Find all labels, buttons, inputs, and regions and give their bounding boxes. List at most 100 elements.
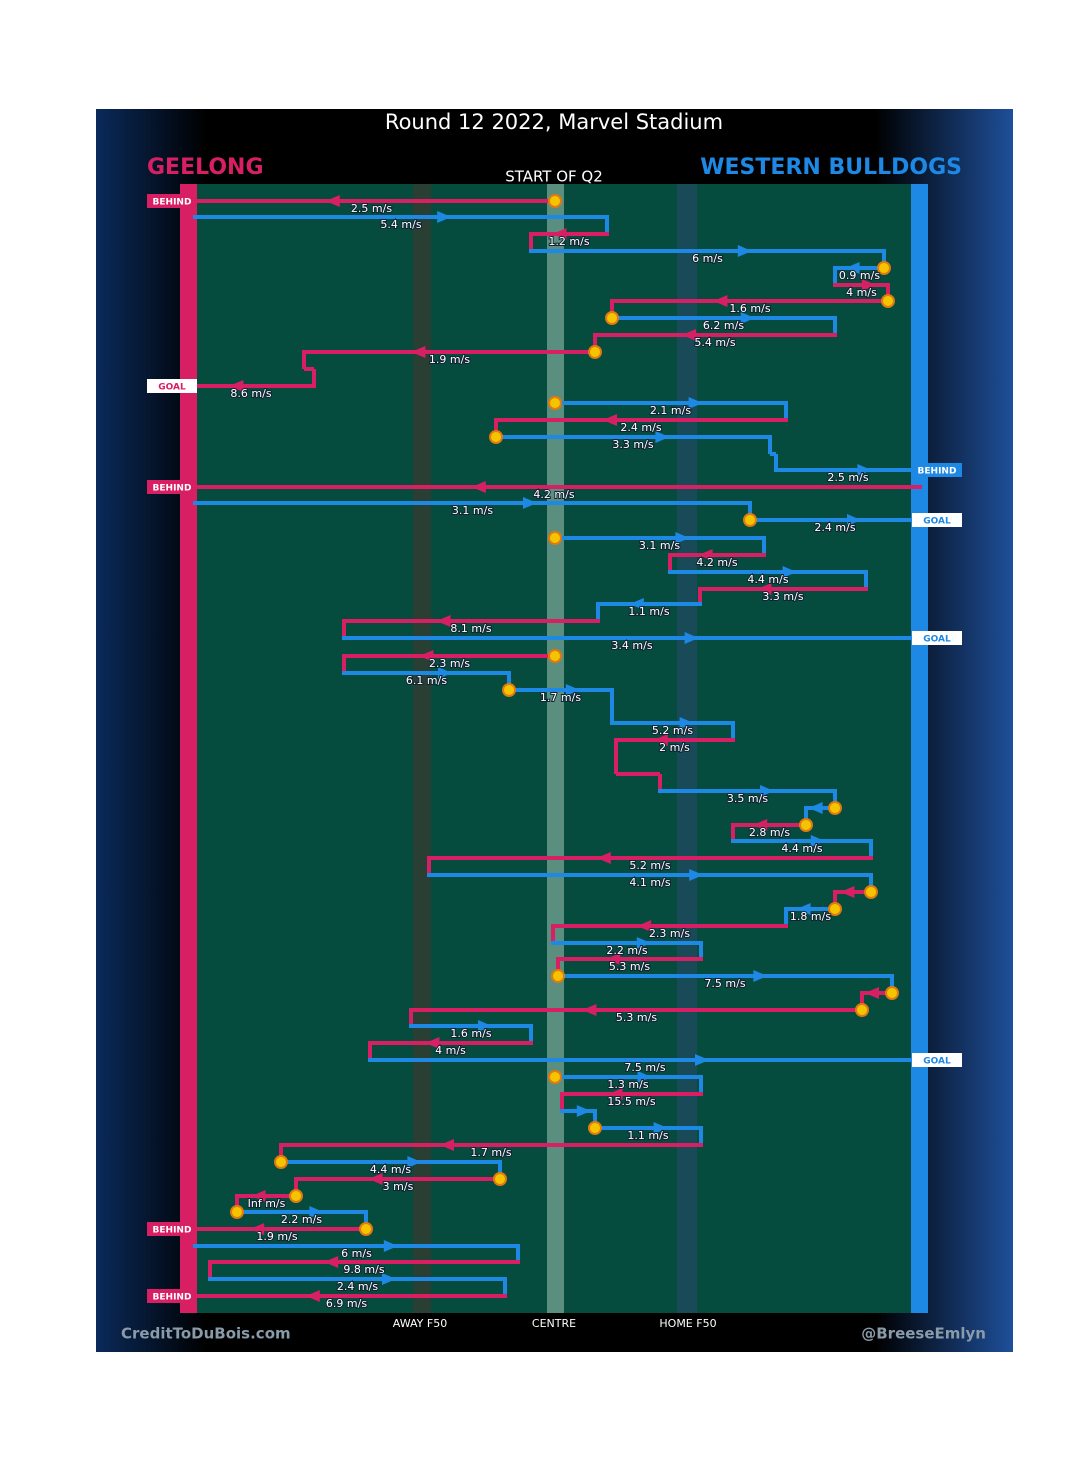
speed-label: 2.2 m/s: [606, 944, 647, 957]
speed-label: 6.2 m/s: [703, 319, 744, 332]
speed-label: 4.4 m/s: [370, 1163, 411, 1176]
speed-label: 9.8 m/s: [343, 1263, 384, 1276]
away-f50-stripe: [413, 184, 431, 1313]
speed-label: 5.2 m/s: [652, 724, 693, 737]
arrow: [382, 1273, 396, 1285]
arrow: [565, 684, 580, 696]
stoppage: [588, 345, 602, 359]
home-f50-stripe: [677, 184, 697, 1313]
speed-label: 1.8 m/s: [790, 910, 831, 923]
title: Round 12 2022, Marvel Stadium: [385, 110, 723, 134]
arrow: [737, 245, 752, 257]
arrow: [411, 346, 426, 358]
speed-label: 8.6 m/s: [230, 387, 271, 400]
arrow: [845, 262, 860, 274]
arrow: [438, 667, 452, 679]
stoppage: [828, 801, 842, 815]
arrow: [861, 279, 876, 291]
arrow: [684, 632, 699, 644]
stoppage: [743, 513, 757, 527]
speed-label: 7.5 m/s: [704, 977, 745, 990]
arrow: [478, 1020, 492, 1032]
arrow: [596, 852, 611, 864]
stoppage: [881, 294, 895, 308]
arrow: [847, 514, 861, 526]
stoppage: [548, 194, 562, 208]
speed-label: 1.1 m/s: [627, 1129, 668, 1142]
speed-label: 15.5 m/s: [607, 1095, 655, 1108]
arrow: [698, 549, 713, 561]
speed-label: 2.2 m/s: [281, 1213, 322, 1226]
speed-label: 1.6 m/s: [450, 1027, 491, 1040]
arrow: [782, 566, 797, 578]
speed-label: 4.4 m/s: [747, 573, 788, 586]
speed-label: 3.1 m/s: [452, 504, 493, 517]
speed-label: 6.9 m/s: [326, 1297, 367, 1310]
speed-label: 8.1 m/s: [450, 622, 491, 635]
speed-label: 1.6 m/s: [729, 302, 770, 315]
speed-label: 3.1 m/s: [639, 539, 680, 552]
arrow: [810, 835, 825, 847]
arrow: [753, 970, 768, 982]
arrow: [808, 802, 823, 814]
arrow: [653, 1122, 668, 1134]
result-badge: [147, 1222, 197, 1236]
subtitle: START OF Q2: [505, 168, 603, 186]
stoppage: [828, 902, 842, 916]
result-badge: [147, 194, 197, 208]
stoppage: [877, 261, 891, 275]
arrow: [437, 211, 452, 223]
arrow: [436, 615, 451, 627]
stoppage: [548, 649, 562, 663]
speed-label: 2.5 m/s: [351, 202, 392, 215]
stoppage: [551, 969, 565, 983]
arrow: [689, 869, 704, 881]
stoppage: [489, 430, 503, 444]
speed-label: 5.3 m/s: [616, 1011, 657, 1024]
arrow: [636, 937, 651, 949]
speed-label: 6 m/s: [692, 252, 723, 265]
stoppage: [588, 1121, 602, 1135]
arrow: [229, 380, 244, 392]
speed-label: 4.1 m/s: [629, 876, 670, 889]
speed-label: 0.9 m/s: [839, 269, 880, 282]
arrow: [637, 920, 652, 932]
speed-label: 2.4 m/s: [814, 521, 855, 534]
speed-label: 2.3 m/s: [429, 657, 470, 670]
result-badge: [912, 513, 962, 527]
result-badge: [912, 1053, 962, 1067]
arrow: [753, 819, 768, 831]
speed-label: 1.1 m/s: [628, 605, 669, 618]
team-right: WESTERN BULLDOGS: [700, 155, 962, 180]
speed-label: 6 m/s: [341, 1247, 372, 1260]
arrow: [419, 650, 434, 662]
result-badge: [912, 463, 962, 477]
credit: CreditToDuBois.com: [121, 1325, 291, 1343]
speed-label: 4.2 m/s: [533, 488, 574, 501]
arrow: [324, 1256, 339, 1268]
left-goal-line: [180, 184, 197, 1313]
arrow: [865, 987, 879, 999]
arrow: [655, 431, 670, 443]
speed-label: 7.5 m/s: [624, 1061, 665, 1074]
speed-label: 4.4 m/s: [781, 842, 822, 855]
result-label: GOAL: [923, 517, 951, 527]
speed-label: 2.4 m/s: [337, 1280, 378, 1293]
arrow: [440, 1139, 454, 1151]
speed-label: 1.9 m/s: [429, 353, 470, 366]
result-label: BEHIND: [153, 1226, 192, 1236]
centre-stripe: [547, 184, 564, 1313]
arrow: [713, 295, 728, 307]
stoppage: [502, 683, 516, 697]
result-label: GOAL: [923, 635, 951, 645]
stoppage: [799, 818, 813, 832]
speed-label: 3.5 m/s: [727, 792, 768, 805]
speed-label: 2.1 m/s: [650, 404, 691, 417]
stoppage: [548, 531, 562, 545]
result-badge: [147, 1289, 197, 1303]
team-left: GEELONG: [147, 155, 264, 180]
arrow: [523, 497, 537, 509]
result-label: GOAL: [923, 1057, 951, 1067]
